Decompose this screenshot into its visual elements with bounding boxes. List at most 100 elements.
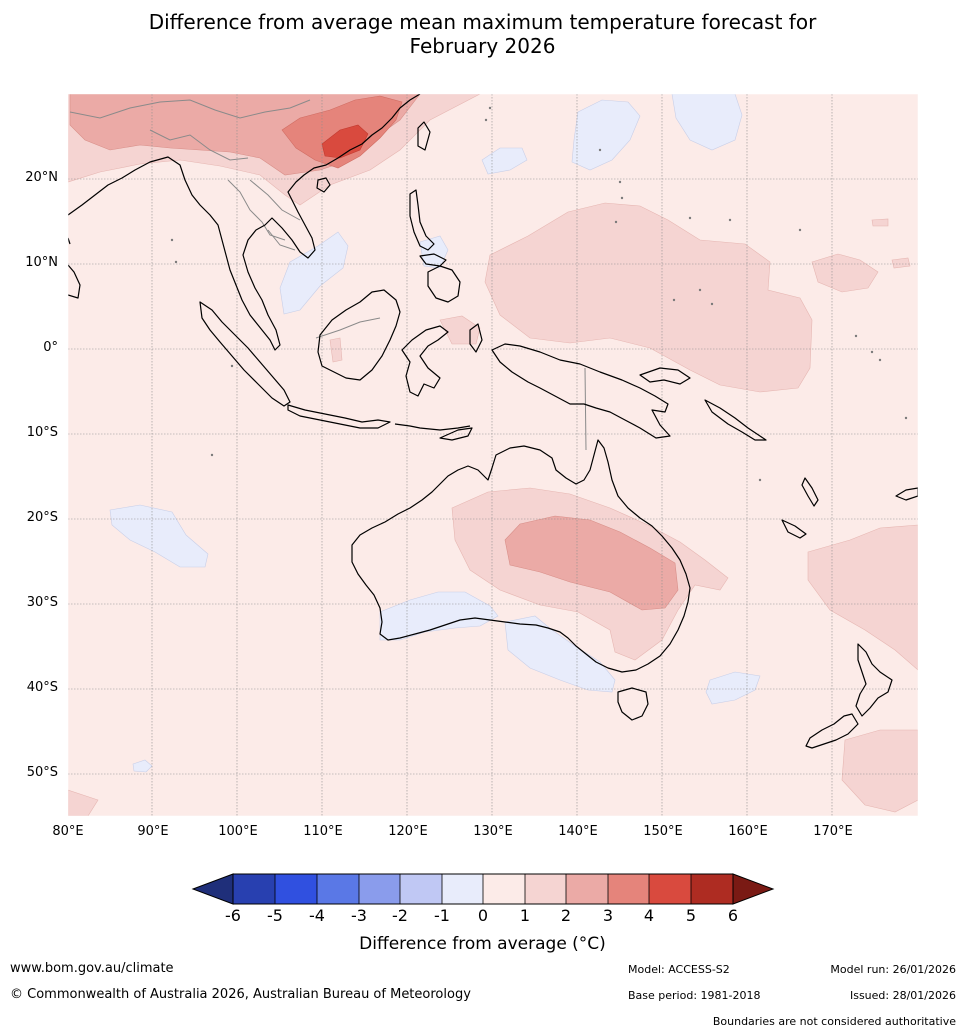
colorbar-tick-m2: -2	[392, 906, 408, 925]
coast-new-zealand-south	[805, 713, 859, 749]
warm-region-new-zealand-east	[841, 729, 918, 813]
coast-philippines-luzon	[409, 189, 435, 251]
colorbar-tick-p3: 3	[602, 906, 614, 925]
warm-region-west-pacific	[484, 202, 813, 393]
coast-vanuatu	[801, 477, 819, 507]
colorbar-bin-m5	[275, 874, 317, 904]
coast-tasmania	[617, 687, 649, 721]
lat-label-20s: 20°S	[26, 510, 58, 525]
coast-philippines-visayas	[419, 253, 447, 267]
lon-label-110e: 110°E	[303, 824, 343, 839]
warm-region-central-australia-core	[504, 515, 679, 611]
lat-label-0: 0°	[43, 340, 58, 355]
colorbar-extend-high	[732, 873, 775, 905]
colorbar-tick-m4: -4	[309, 906, 325, 925]
colorbar-tick-p1: 1	[519, 906, 531, 925]
coastlines	[68, 94, 918, 749]
cool-region-north-pacific-2	[571, 99, 641, 171]
lat-label-50s: 50°S	[26, 765, 58, 780]
colorbar-tick-m3: -3	[351, 906, 367, 925]
cool-region-tasman	[705, 671, 761, 705]
lon-label-160e: 160°E	[728, 824, 768, 839]
coast-java	[287, 404, 391, 429]
lon-label-130e: 130°E	[473, 824, 513, 839]
lon-label-150e: 150°E	[643, 824, 683, 839]
warm-region-east-pacific-south	[807, 524, 918, 671]
coast-solomons	[704, 399, 767, 441]
title-line-1: Difference from average mean maximum tem…	[148, 10, 817, 34]
colorbar-extend-low	[191, 873, 234, 905]
map-background	[68, 94, 918, 816]
coast-lesser-sunda	[394, 423, 471, 431]
colorbar-tick-p4: 4	[643, 906, 655, 925]
cool-region-far-south	[132, 759, 153, 773]
cool-region-indian-ocean	[109, 504, 209, 568]
small-islands	[170, 106, 908, 482]
lon-label-90e: 90°E	[137, 824, 169, 839]
colorbar-bin-p1	[525, 874, 567, 904]
colorbar-bin-p5	[691, 874, 733, 904]
colorbar-bin-p0	[483, 874, 525, 904]
lat-label-30s: 30°S	[26, 595, 58, 610]
colorbar-tick-p6: 6	[727, 906, 739, 925]
colorbar-bin-p2	[566, 874, 608, 904]
colorbar-bin-m2	[400, 874, 442, 904]
title-line-2: February 2026	[409, 34, 556, 58]
coast-philippines-mindanao	[427, 265, 461, 303]
coast-new-zealand-north	[855, 643, 893, 717]
colorbar-bin-m3	[359, 874, 401, 904]
colorbar-title: Difference from average (°C)	[359, 934, 606, 954]
footer-base-period: Base period: 1981-2018	[628, 989, 761, 1002]
warm-region-indochina	[329, 337, 343, 363]
colorbar-bin-m4	[317, 874, 359, 904]
colorbar-bin-m6	[233, 874, 275, 904]
cool-region-philippine-sea	[481, 147, 528, 175]
cool-region-great-australian-bight	[504, 615, 616, 693]
lat-label-10n: 10°N	[25, 255, 58, 270]
footer-model-run: Model run: 26/01/2026	[830, 963, 956, 976]
colorbar-tick-p2: 2	[560, 906, 572, 925]
colorbar	[191, 873, 775, 905]
footer-url: www.bom.gov.au/climate	[10, 961, 174, 976]
lon-label-120e: 120°E	[388, 824, 428, 839]
lon-label-170e: 170°E	[813, 824, 853, 839]
colorbar-bin-p4	[649, 874, 691, 904]
cool-anomaly-regions	[109, 94, 761, 773]
colorbar-bin-p3	[608, 874, 650, 904]
warm-region-islands	[871, 218, 911, 269]
coast-australia	[351, 439, 691, 673]
country-boundaries	[69, 99, 587, 451]
coast-halmahera	[469, 323, 483, 353]
coast-sulawesi	[401, 325, 449, 397]
coast-timor	[439, 427, 473, 441]
colorbar-bin-m1	[442, 874, 484, 904]
footer-copyright: © Commonwealth of Australia 2026, Austra…	[10, 987, 471, 1002]
lat-label-10s: 10°S	[26, 425, 58, 440]
map-title: Difference from average mean maximum tem…	[0, 10, 965, 58]
coast-asia-mainland	[68, 94, 421, 351]
colorbar-tick-m6: -6	[225, 906, 241, 925]
lon-label-100e: 100°E	[218, 824, 258, 839]
graticule	[68, 94, 918, 816]
cool-region-north-pacific-1	[671, 94, 743, 151]
lat-label-20n: 20°N	[25, 170, 58, 185]
colorbar-tick-p5: 5	[685, 906, 697, 925]
coast-hainan	[316, 177, 331, 193]
cool-region-south-china-sea	[279, 231, 349, 315]
footer-disclaimer: Boundaries are not considered authoritat…	[712, 1015, 956, 1028]
warm-region-south-east	[68, 789, 99, 816]
coast-borneo	[317, 289, 401, 381]
coast-new-guinea	[491, 343, 671, 439]
lat-label-40s: 40°S	[26, 680, 58, 695]
coast-new-caledonia	[781, 519, 807, 539]
lon-label-140e: 140°E	[558, 824, 598, 839]
lon-label-80e: 80°E	[52, 824, 84, 839]
coast-new-britain	[639, 367, 691, 385]
colorbar-tick-0: 0	[477, 906, 489, 925]
coast-fiji	[895, 487, 918, 501]
colorbar-tick-m5: -5	[267, 906, 283, 925]
coast-taiwan	[417, 121, 431, 151]
footer-model: Model: ACCESS-S2	[628, 963, 730, 976]
coast-sri-lanka	[68, 237, 71, 245]
